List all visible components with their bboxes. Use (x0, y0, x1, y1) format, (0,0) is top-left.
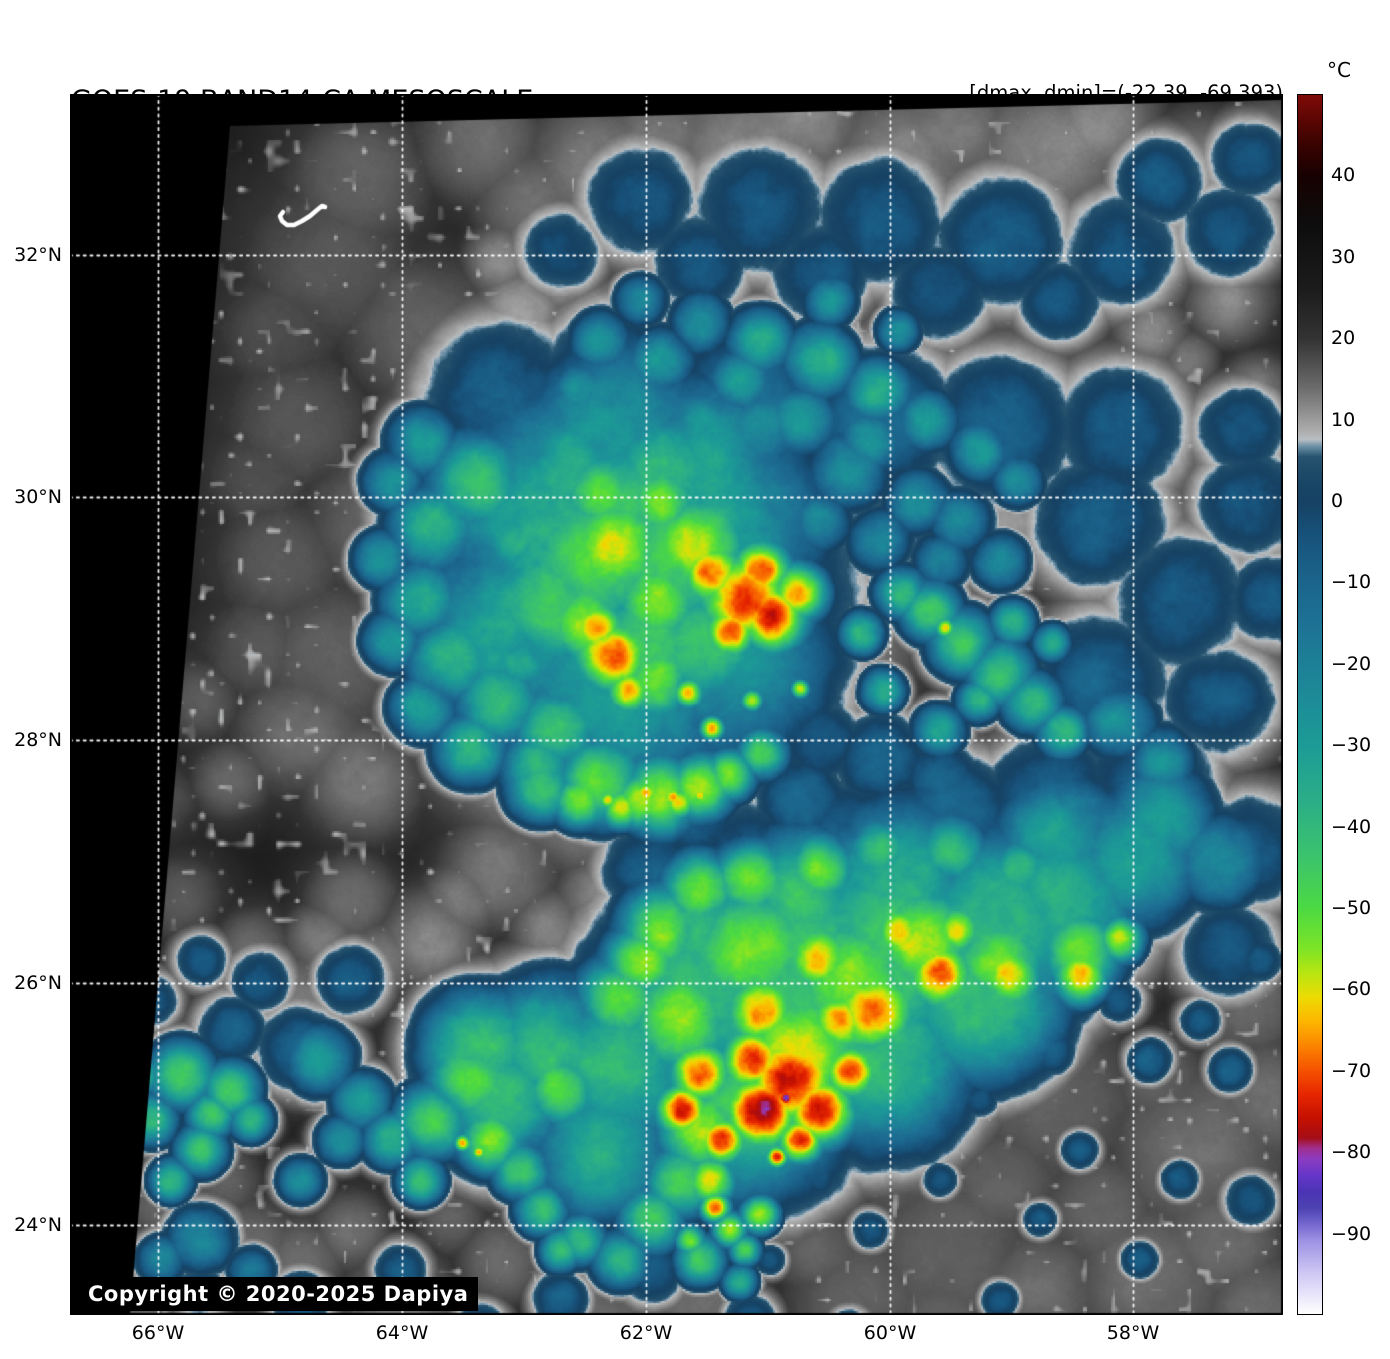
colorbar-tick-label: 30 (1331, 245, 1356, 268)
colorbar-tick-label: 40 (1331, 164, 1356, 187)
copyright-badge: Copyright © 2020-2025 Dapiya (78, 1277, 479, 1311)
colorbar-tick-label: −90 (1331, 1222, 1372, 1245)
lat-label: 24°N (14, 1214, 62, 1236)
colorbar-tick-label: 0 (1331, 490, 1344, 512)
colorbar-tick-label: −30 (1331, 734, 1372, 757)
colorbar-tick-label: −50 (1331, 897, 1372, 919)
colorbar-tick-label: −20 (1331, 652, 1372, 675)
lat-label: 32°N (14, 244, 62, 266)
colorbar-tick-label: −70 (1331, 1059, 1372, 1082)
colorbar-tick-label: −40 (1331, 815, 1372, 838)
lon-label: 58°W (1106, 1322, 1160, 1344)
lat-label: 28°N (14, 729, 62, 751)
colorbar-tick-label: −10 (1331, 571, 1372, 594)
colorbar-tick-label: 20 (1331, 327, 1356, 350)
lon-label: 66°W (131, 1322, 185, 1344)
colorbar-tick-label: 10 (1331, 408, 1356, 431)
lat-label: 30°N (14, 486, 62, 508)
colorbar (1297, 94, 1323, 1315)
satellite-image-canvas (70, 94, 1283, 1315)
lat-label: 26°N (14, 972, 62, 994)
lon-label: 62°W (619, 1322, 673, 1344)
lon-label: 60°W (863, 1322, 917, 1344)
colorbar-unit-label: °C (1327, 58, 1351, 82)
colorbar-tick-label: −60 (1331, 978, 1372, 1001)
colorbar-tick-label: −80 (1331, 1141, 1372, 1164)
satellite-plot (70, 94, 1283, 1315)
lon-label: 64°W (375, 1322, 429, 1344)
